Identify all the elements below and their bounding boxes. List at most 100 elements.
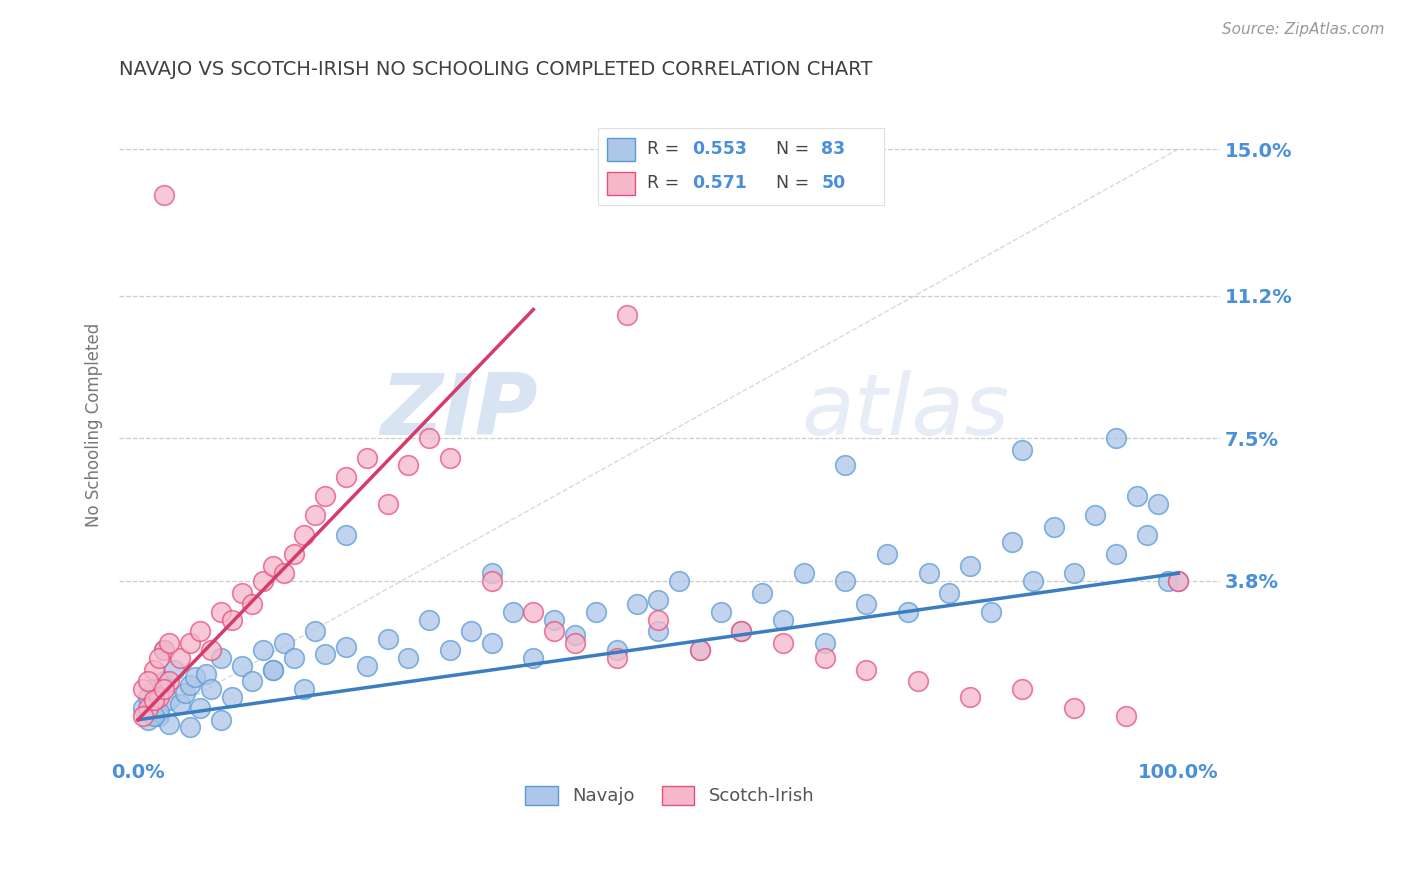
Text: NAVAJO VS SCOTCH-IRISH NO SCHOOLING COMPLETED CORRELATION CHART: NAVAJO VS SCOTCH-IRISH NO SCHOOLING COMP…: [120, 60, 873, 78]
Point: [834, 574, 856, 588]
Point: [262, 558, 284, 573]
Point: [190, 624, 212, 639]
Point: [273, 566, 295, 581]
Point: [335, 640, 357, 654]
Point: [173, 686, 195, 700]
Point: [252, 643, 274, 657]
Point: [543, 624, 565, 639]
Point: [335, 470, 357, 484]
Point: [190, 701, 212, 715]
Point: [221, 613, 243, 627]
Point: [304, 508, 326, 523]
Point: [897, 605, 920, 619]
Point: [907, 674, 929, 689]
Point: [169, 698, 191, 712]
Point: [221, 690, 243, 704]
Point: [335, 527, 357, 541]
Point: [169, 651, 191, 665]
Point: [153, 681, 176, 696]
Point: [418, 613, 440, 627]
Point: [502, 605, 524, 619]
Point: [252, 574, 274, 588]
Point: [1063, 566, 1085, 581]
Point: [980, 605, 1002, 619]
Point: [132, 701, 155, 715]
Point: [626, 597, 648, 611]
Point: [194, 666, 217, 681]
Point: [1125, 489, 1147, 503]
Point: [772, 635, 794, 649]
Point: [1167, 574, 1189, 588]
Point: [153, 643, 176, 657]
Point: [1011, 681, 1033, 696]
Point: [1105, 547, 1128, 561]
Point: [398, 651, 420, 665]
Point: [200, 681, 222, 696]
Point: [730, 624, 752, 639]
Point: [918, 566, 941, 581]
Point: [242, 674, 264, 689]
Point: [585, 605, 607, 619]
Point: [1105, 431, 1128, 445]
Point: [184, 670, 207, 684]
Point: [606, 651, 628, 665]
Point: [543, 613, 565, 627]
Point: [242, 597, 264, 611]
Point: [209, 713, 232, 727]
Point: [157, 716, 180, 731]
Point: [616, 308, 638, 322]
Point: [294, 681, 316, 696]
Point: [138, 713, 160, 727]
Text: Source: ZipAtlas.com: Source: ZipAtlas.com: [1222, 22, 1385, 37]
Point: [710, 605, 733, 619]
Point: [157, 674, 180, 689]
Point: [153, 643, 176, 657]
Point: [179, 635, 201, 649]
Point: [132, 709, 155, 723]
Point: [304, 624, 326, 639]
Point: [481, 635, 503, 649]
Point: [1115, 709, 1137, 723]
Point: [689, 643, 711, 657]
Point: [647, 613, 669, 627]
Point: [460, 624, 482, 639]
Point: [377, 497, 399, 511]
Text: ZIP: ZIP: [380, 370, 537, 453]
Point: [179, 721, 201, 735]
Point: [283, 651, 305, 665]
Point: [814, 635, 837, 649]
Point: [938, 585, 960, 599]
Point: [273, 635, 295, 649]
Point: [142, 709, 165, 723]
Point: [1084, 508, 1107, 523]
Point: [209, 605, 232, 619]
Point: [481, 574, 503, 588]
Point: [377, 632, 399, 646]
Point: [138, 674, 160, 689]
Point: [481, 566, 503, 581]
Point: [283, 547, 305, 561]
Point: [138, 701, 160, 715]
Point: [132, 681, 155, 696]
Point: [1011, 442, 1033, 457]
Point: [439, 450, 461, 465]
Point: [1157, 574, 1180, 588]
Point: [294, 527, 316, 541]
Point: [959, 690, 981, 704]
Point: [689, 643, 711, 657]
Point: [793, 566, 815, 581]
Point: [148, 709, 170, 723]
Point: [163, 663, 186, 677]
Point: [157, 693, 180, 707]
Point: [148, 690, 170, 704]
Point: [814, 651, 837, 665]
Point: [262, 663, 284, 677]
Point: [1021, 574, 1043, 588]
Point: [522, 605, 544, 619]
Point: [1001, 535, 1024, 549]
Point: [148, 705, 170, 719]
Point: [1146, 497, 1168, 511]
Point: [142, 663, 165, 677]
Point: [356, 450, 378, 465]
Text: atlas: atlas: [801, 370, 1010, 453]
